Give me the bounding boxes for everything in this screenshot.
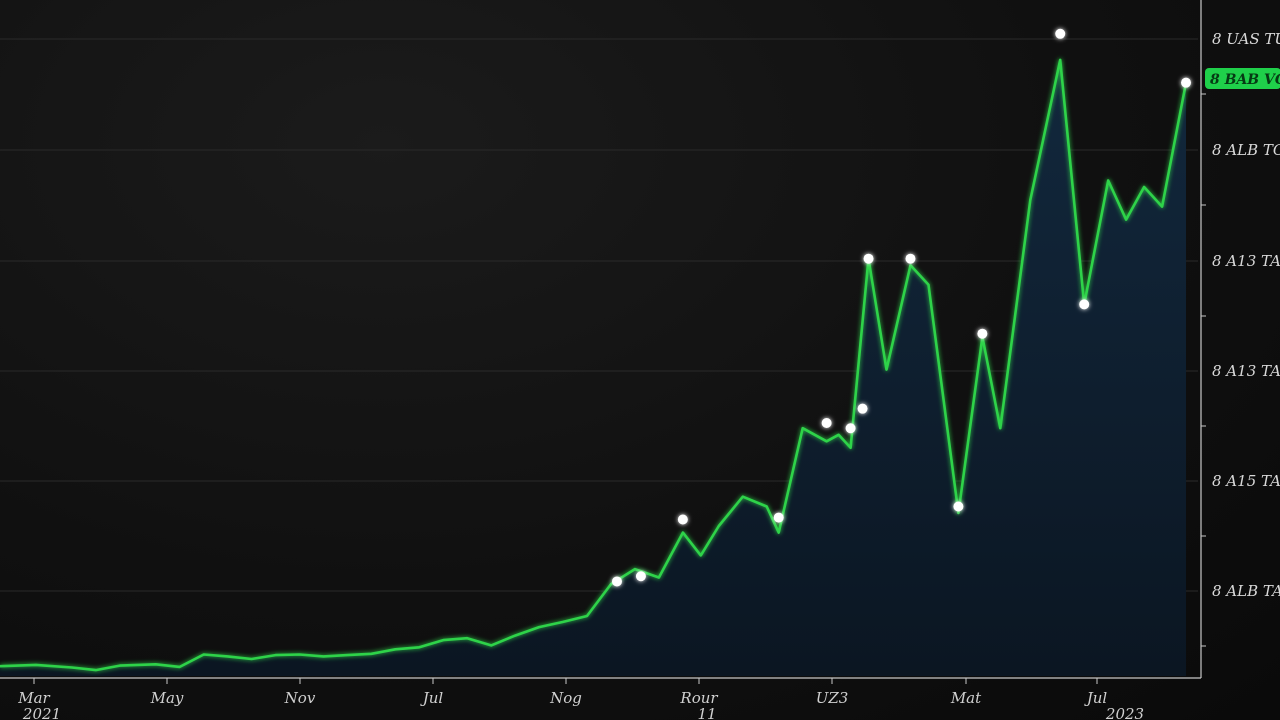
x-tick-label: Mar (17, 689, 50, 707)
data-point-marker (611, 576, 622, 587)
data-point-marker (1181, 77, 1192, 88)
x-tick-label: Nog (549, 689, 582, 707)
data-point-marker (677, 514, 688, 525)
data-point-marker (1055, 28, 1066, 39)
y-tick-label: 8 A13 TAA (1212, 252, 1280, 270)
x-tick-label: UZ3 (816, 689, 849, 707)
x-tick-label: Jul (1084, 689, 1108, 707)
x-tick-sublabel: 11 (697, 705, 716, 720)
y-axis-ticks: 8 UAS TUU 8 ALB TOU 8 A13 TAA 8 A13 TAA 8 A1… (1201, 30, 1280, 647)
x-tick-label: Mat (950, 689, 982, 707)
y-tick-label: 8 UAS TUU (1212, 30, 1280, 48)
y-tick-label: 8 A13 TAA (1212, 362, 1280, 380)
data-point-marker (905, 253, 916, 264)
data-point-marker (977, 328, 988, 339)
y-tick-label: 8 ALB TOU (1212, 141, 1280, 159)
x-tick-label: Nov (284, 689, 316, 707)
current-value-badge-bg (1205, 68, 1280, 89)
x-tick-label: May (150, 689, 184, 707)
data-point-marker (863, 253, 874, 264)
area-fill (0, 59, 1186, 676)
data-point-marker (635, 571, 646, 582)
series-line (0, 58, 1188, 672)
y-tick-label: 8 A15 TAA (1212, 472, 1280, 490)
x-tick-label: Jul (420, 689, 444, 707)
y-tick-label: 8 ALB TAA (1212, 582, 1280, 600)
x-tick-sublabel: 2021 (22, 705, 61, 720)
x-tick-label: Rour (679, 689, 718, 707)
data-point-marker (821, 418, 832, 429)
x-tick-sublabel: 2023 (1105, 705, 1144, 720)
data-point-marker (845, 423, 856, 434)
grid-lines (0, 38, 1198, 592)
current-value-label: 8 BAB VGU (1210, 72, 1280, 88)
current-value-badge: 8 BAB VGU (1205, 68, 1280, 89)
data-point-marker (953, 501, 964, 512)
data-point-marker (1079, 299, 1090, 310)
highlighted-points (611, 28, 1192, 587)
data-point-marker (857, 403, 868, 414)
data-point-marker (773, 512, 784, 523)
